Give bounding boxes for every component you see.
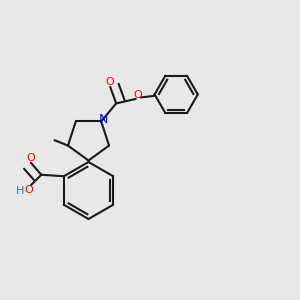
Text: O: O — [26, 153, 35, 163]
Text: H: H — [16, 186, 25, 196]
Text: N: N — [99, 112, 108, 125]
Text: O: O — [106, 76, 115, 86]
Text: O: O — [24, 185, 33, 195]
Text: O: O — [134, 90, 142, 100]
